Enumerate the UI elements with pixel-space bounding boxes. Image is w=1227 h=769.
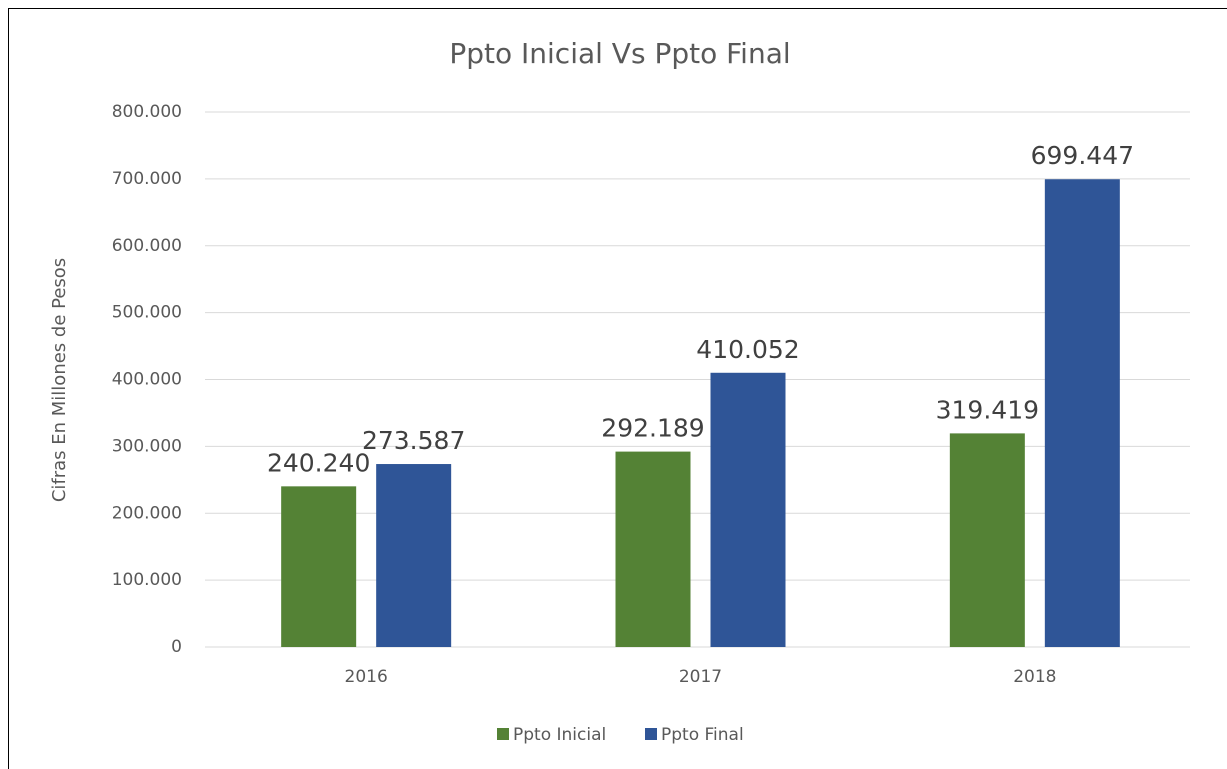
x-tick-label: 2017 [679,667,722,687]
y-axis-label: Cifras En Millones de Pesos [49,258,70,502]
bar [710,372,786,647]
y-tick-label: 200.000 [112,503,182,523]
bar [281,486,357,647]
data-label: 319.419 [936,395,1039,424]
x-tick-label: 2016 [345,667,388,687]
legend-label: Ppto Inicial [513,725,606,745]
data-label: 410.052 [696,335,799,364]
y-tick-label: 500.000 [112,303,182,323]
bar [949,433,1025,647]
legend-swatch [497,728,509,740]
y-tick-label: 700.000 [112,169,182,189]
data-label: 273.587 [362,426,465,455]
bar [615,451,691,647]
legend-swatch [645,728,657,740]
y-tick-label: 800.000 [112,102,182,122]
data-label: 699.447 [1031,141,1134,170]
bar [1044,179,1120,647]
y-tick-label: 0 [171,637,182,657]
legend-label: Ppto Final [661,725,744,745]
y-tick-label: 300.000 [112,436,182,456]
chart-border [8,8,1227,769]
y-tick-label: 400.000 [112,370,182,390]
chart-title: Ppto Inicial Vs Ppto Final [449,37,790,70]
y-tick-label: 600.000 [112,236,182,256]
data-label: 240.240 [267,448,370,477]
x-tick-label: 2018 [1013,667,1056,687]
data-label: 292.189 [601,414,704,443]
y-tick-label: 100.000 [112,570,182,590]
bar [376,464,452,647]
